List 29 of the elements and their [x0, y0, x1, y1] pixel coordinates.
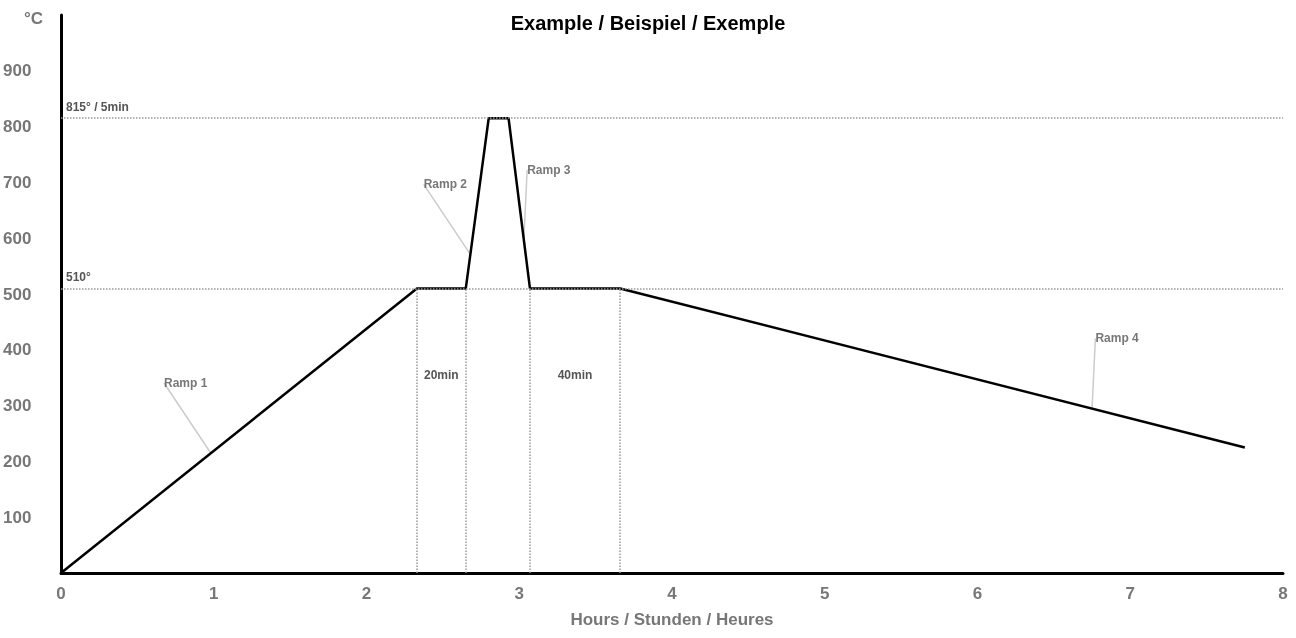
- y-tick-label: 700: [3, 172, 32, 192]
- y-tick-label: 300: [3, 396, 32, 416]
- y-tick-label: 900: [3, 61, 32, 81]
- y-tick-label: 500: [3, 284, 32, 304]
- y-tick-label: 100: [3, 507, 32, 527]
- annotation: 40min: [557, 368, 593, 382]
- y-tick-label: 400: [3, 340, 32, 360]
- x-tick-label: 0: [56, 584, 66, 603]
- x-tick-label: 8: [1278, 584, 1288, 603]
- annotation: 20min: [424, 368, 459, 382]
- ref-line-label: 510°: [66, 270, 92, 285]
- y-axis-title: °C: [23, 9, 43, 28]
- x-tick-label: 7: [1125, 584, 1135, 603]
- y-tick-label: 800: [3, 117, 32, 137]
- ref-line-label: 815° / 5min: [66, 100, 129, 115]
- x-tick-label: 5: [820, 584, 830, 603]
- x-tick-label: 1: [209, 584, 219, 603]
- chart-title: Example / Beispiel / Exemple: [510, 12, 786, 34]
- y-tick-label: 200: [3, 451, 32, 471]
- annotation: Ramp 2: [423, 177, 468, 192]
- x-tick-label: 3: [514, 584, 524, 603]
- x-tick-label: 2: [361, 584, 372, 603]
- annotation: Ramp 3: [527, 162, 571, 177]
- x-axis-title: Hours / Stunden / Heures: [570, 610, 774, 629]
- annotation: Ramp 4: [1095, 331, 1140, 346]
- x-tick-label: 6: [972, 584, 983, 603]
- x-tick-label: 4: [667, 584, 678, 603]
- y-tick-label: 600: [3, 228, 32, 248]
- annotation: Ramp 1: [164, 376, 208, 391]
